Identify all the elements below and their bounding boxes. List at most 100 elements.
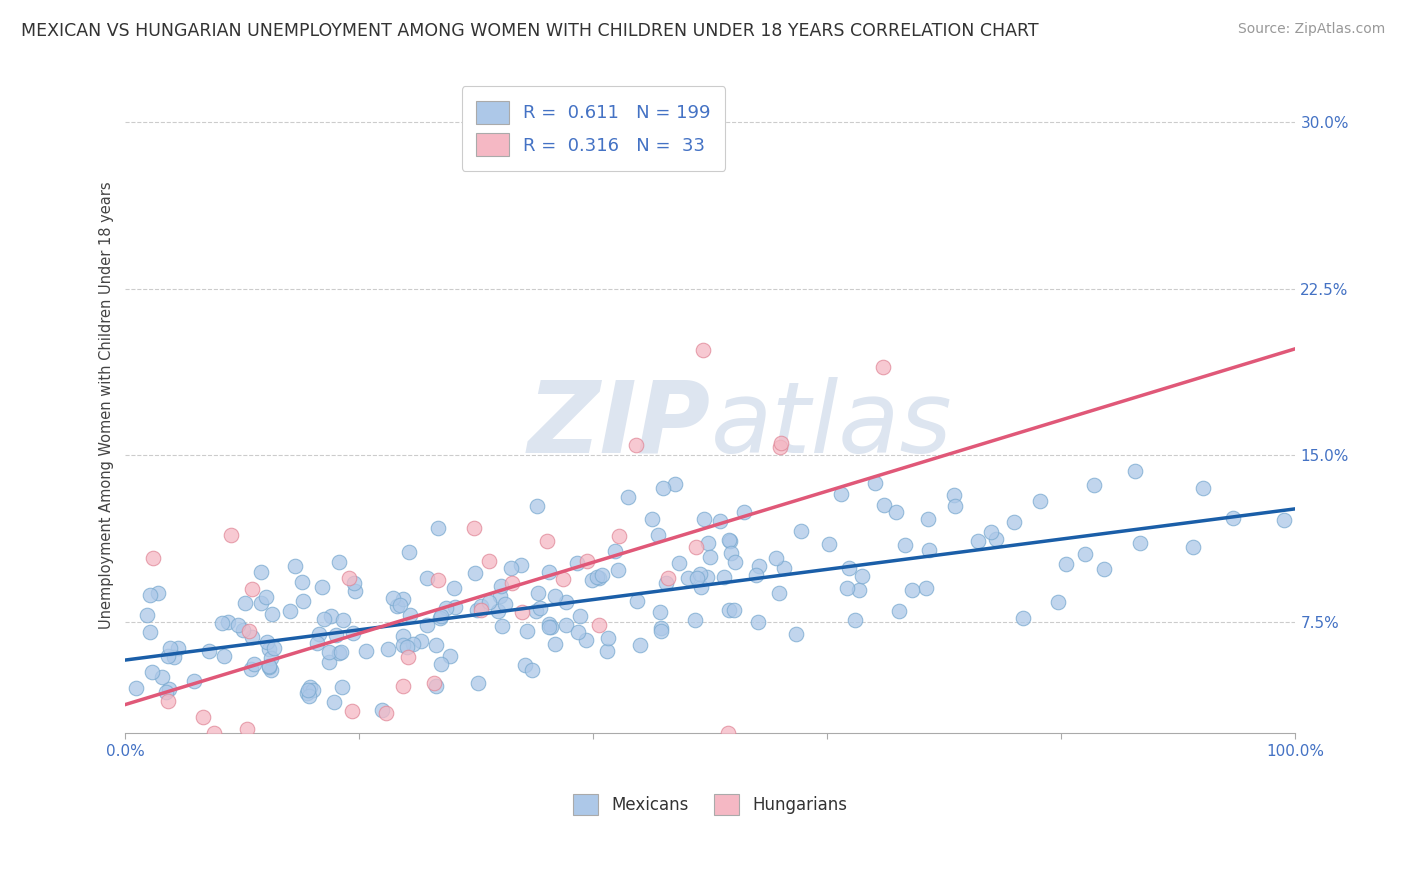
Point xyxy=(516,624,538,639)
Point xyxy=(298,681,321,695)
Point xyxy=(685,540,707,554)
Point xyxy=(668,556,690,570)
Point xyxy=(555,617,578,632)
Point xyxy=(717,726,740,740)
Point xyxy=(235,722,257,736)
Point xyxy=(425,680,447,694)
Point xyxy=(641,512,664,526)
Point xyxy=(260,651,283,665)
Point xyxy=(284,559,307,574)
Point xyxy=(470,599,492,613)
Point xyxy=(328,555,350,569)
Point xyxy=(536,534,558,549)
Point xyxy=(770,435,793,450)
Point xyxy=(1092,562,1115,576)
Point xyxy=(470,603,492,617)
Point xyxy=(297,683,319,698)
Point xyxy=(678,571,700,585)
Point xyxy=(510,605,533,619)
Point xyxy=(392,679,415,693)
Point xyxy=(1047,595,1070,609)
Point xyxy=(838,561,860,575)
Point xyxy=(596,631,619,645)
Point xyxy=(342,626,364,640)
Text: Source: ZipAtlas.com: Source: ZipAtlas.com xyxy=(1237,22,1385,37)
Point xyxy=(844,613,866,627)
Point xyxy=(240,630,263,644)
Point xyxy=(914,581,936,595)
Point xyxy=(263,640,285,655)
Point xyxy=(197,644,219,658)
Point xyxy=(765,550,787,565)
Point xyxy=(257,659,280,673)
Point xyxy=(1222,511,1244,525)
Point xyxy=(430,609,453,624)
Point xyxy=(278,604,301,618)
Point xyxy=(219,528,242,542)
Point xyxy=(342,704,364,718)
Point xyxy=(212,648,235,663)
Point xyxy=(986,532,1008,546)
Point xyxy=(425,638,447,652)
Point xyxy=(243,657,266,672)
Point xyxy=(586,569,609,583)
Point xyxy=(444,600,467,615)
Point xyxy=(748,558,770,573)
Point xyxy=(900,583,922,598)
Point xyxy=(297,689,319,703)
Point xyxy=(605,543,627,558)
Point xyxy=(713,570,735,584)
Point xyxy=(422,676,444,690)
Point xyxy=(942,488,965,502)
Text: ZIP: ZIP xyxy=(527,376,710,474)
Point xyxy=(385,599,408,613)
Point xyxy=(139,624,162,639)
Point xyxy=(240,662,263,676)
Point xyxy=(696,535,718,549)
Point xyxy=(141,665,163,680)
Point xyxy=(966,533,988,548)
Point xyxy=(167,641,190,656)
Point xyxy=(381,591,404,606)
Point xyxy=(312,612,335,626)
Point xyxy=(606,563,628,577)
Point xyxy=(260,663,283,677)
Point xyxy=(980,524,1002,539)
Point xyxy=(374,706,396,720)
Point xyxy=(575,632,598,647)
Point xyxy=(1129,536,1152,550)
Point xyxy=(308,627,330,641)
Point xyxy=(689,567,711,582)
Point xyxy=(354,643,377,657)
Point xyxy=(157,649,180,664)
Point xyxy=(136,607,159,622)
Point xyxy=(785,627,807,641)
Point xyxy=(553,572,575,586)
Point xyxy=(655,575,678,590)
Point xyxy=(943,499,966,513)
Point xyxy=(851,569,873,583)
Point xyxy=(370,703,392,717)
Point xyxy=(193,710,215,724)
Point xyxy=(893,538,915,552)
Point xyxy=(332,614,354,628)
Point xyxy=(709,514,731,528)
Point xyxy=(652,481,675,495)
Point xyxy=(240,582,263,597)
Point xyxy=(292,594,315,608)
Point xyxy=(398,608,420,623)
Point xyxy=(520,664,543,678)
Point xyxy=(647,527,669,541)
Y-axis label: Unemployment Among Women with Children Under 18 years: Unemployment Among Women with Children U… xyxy=(100,182,114,629)
Point xyxy=(321,609,343,624)
Point xyxy=(157,681,180,696)
Point xyxy=(616,490,638,504)
Point xyxy=(478,554,501,568)
Point xyxy=(664,476,686,491)
Point xyxy=(256,635,278,649)
Point xyxy=(427,574,450,588)
Point xyxy=(830,486,852,500)
Point xyxy=(337,572,360,586)
Point xyxy=(720,546,742,560)
Point xyxy=(478,595,501,609)
